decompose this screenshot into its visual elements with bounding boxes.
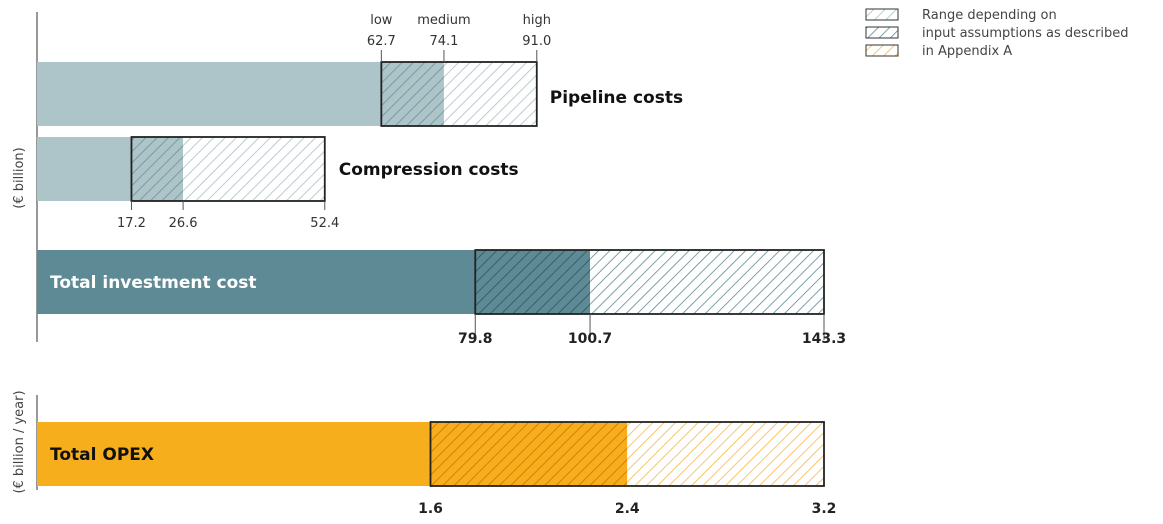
compression-label: Compression costs [339, 160, 519, 180]
bar-total-investment: Total investment cost [37, 249, 825, 315]
pipeline-range-outline [380, 61, 538, 127]
legend-line-3: in Appendix A [922, 44, 1012, 59]
compression-base [37, 137, 132, 201]
pipeline-low-value: 62.7 [367, 34, 396, 49]
investment-ylabel: (€ billion) [12, 147, 27, 208]
pipeline-base [37, 62, 382, 126]
scale-label-high: high [523, 13, 551, 28]
total-medium-high-range [590, 250, 824, 314]
total-range-outline [474, 249, 825, 315]
bar-compression: Compression costs [37, 136, 519, 202]
pipeline-label: Pipeline costs [550, 88, 683, 108]
legend: Range depending on input assumptions as … [865, 8, 1129, 59]
opex-medium-value: 2.4 [615, 501, 640, 517]
opex-low-value: 1.6 [418, 501, 443, 517]
bar-total-opex: Total OPEX [37, 421, 825, 487]
opex-medium-high-range [627, 422, 824, 486]
pipeline-medium-high-range [443, 62, 537, 126]
pipeline-low-medium-range [381, 62, 444, 126]
total-base [37, 250, 476, 314]
opex-low-medium-range [430, 422, 628, 486]
pipeline-medium-value: 74.1 [429, 34, 458, 49]
legend-line-2: input assumptions as described [922, 26, 1129, 41]
total-medium-value: 100.7 [568, 331, 612, 347]
total-label: Total investment cost [50, 273, 257, 293]
opex-range-outline [429, 421, 825, 487]
compression-range-outline [130, 136, 326, 202]
compression-medium-high-range [183, 137, 325, 201]
legend-swatch-light [865, 8, 899, 21]
opex-label: Total OPEX [50, 445, 154, 465]
compression-high-value: 52.4 [310, 216, 339, 231]
compression-low-value: 17.2 [117, 216, 146, 231]
scale-label-medium: medium [417, 13, 470, 28]
total-low-medium-range [475, 250, 591, 314]
legend-swatch-orange [865, 44, 899, 57]
compression-low-medium-range [131, 137, 184, 201]
opex-ylabel: (€ billion / year) [12, 390, 27, 493]
total-low-value: 79.8 [458, 331, 493, 347]
bar-pipeline: Pipeline costs [37, 61, 683, 127]
opex-high-value: 3.2 [812, 501, 837, 517]
legend-line-1: Range depending on [922, 8, 1057, 23]
total-high-value: 143.3 [802, 331, 846, 347]
opex-base [37, 422, 431, 486]
pipeline-high-value: 91.0 [522, 34, 551, 49]
scale-label-low: low [370, 13, 393, 28]
compression-medium-value: 26.6 [169, 216, 198, 231]
legend-swatch-dark [865, 26, 899, 39]
